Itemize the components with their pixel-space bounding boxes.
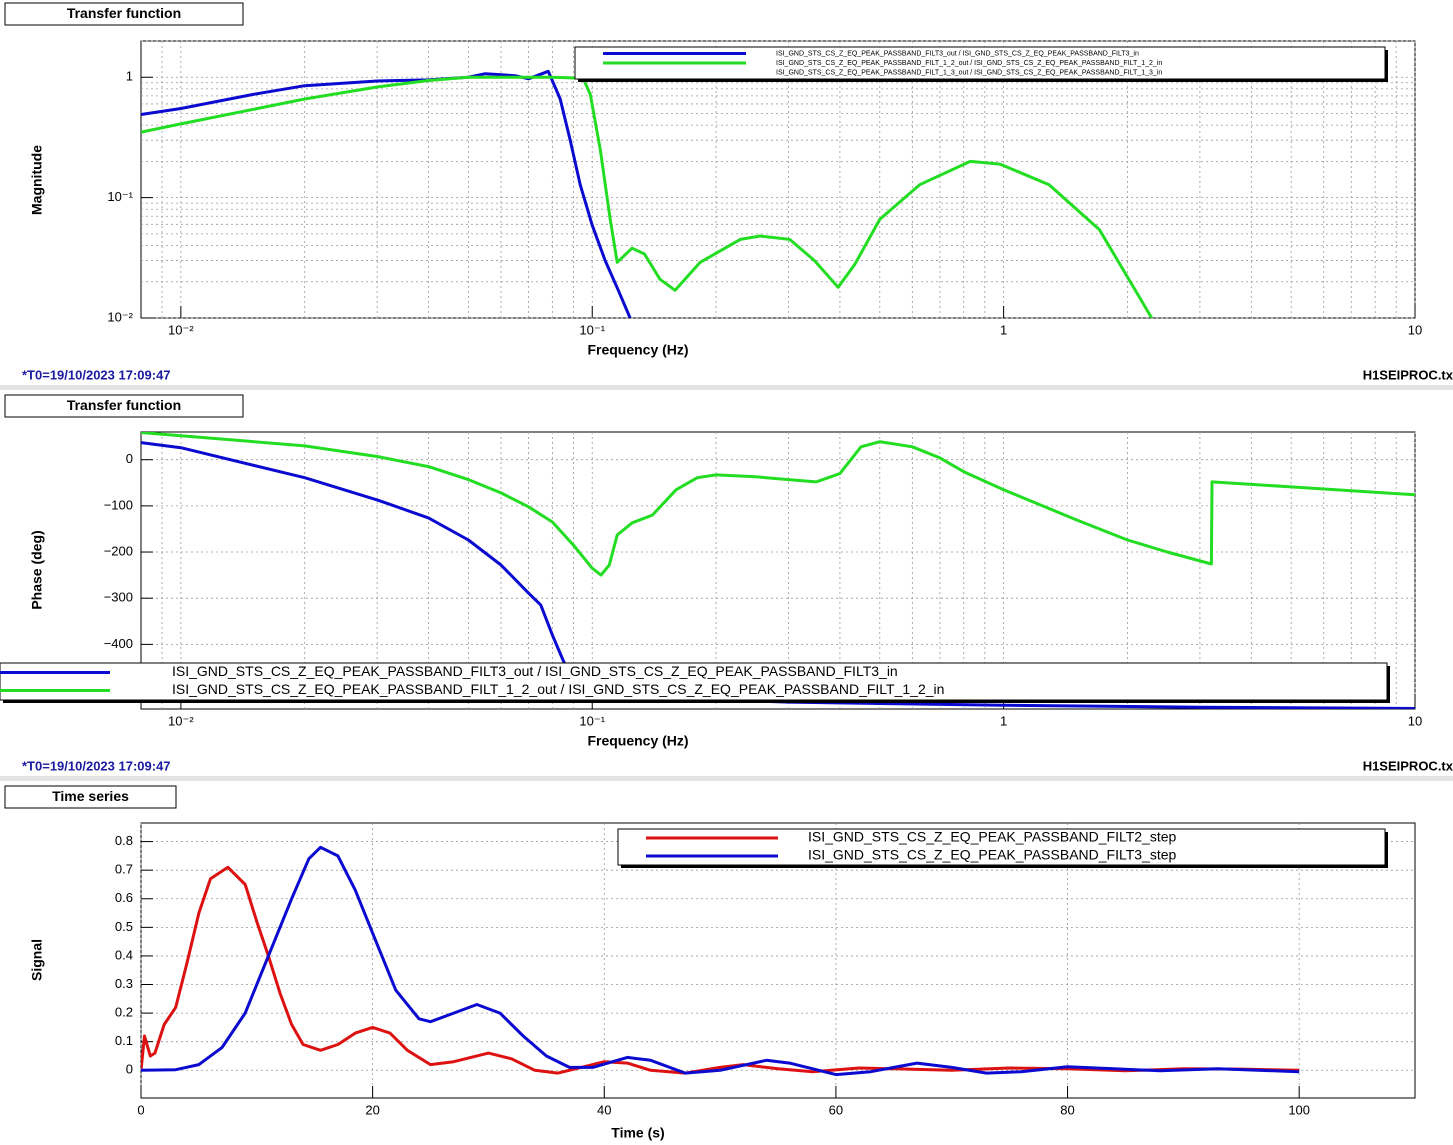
- y-tick-label: 0.6: [115, 890, 133, 905]
- series-line: [141, 865, 1300, 1075]
- x-axis-title: Frequency (Hz): [587, 342, 688, 358]
- x-tick-label: 100: [1288, 1102, 1310, 1117]
- x-axis-title: Time (s): [611, 1125, 664, 1141]
- series-line: [141, 432, 1415, 577]
- x-tick-label: 10⁻²: [168, 322, 194, 337]
- series-line: [141, 845, 1300, 1077]
- x-tick-label: 1: [1000, 322, 1007, 337]
- x-tick-label: 1: [1000, 713, 1007, 728]
- separator: [0, 385, 1453, 390]
- panel-header: Transfer function: [67, 5, 181, 21]
- legend-entry: ISI_GND_STS_CS_Z_EQ_PEAK_PASSBAND_FILT_1…: [776, 60, 1162, 67]
- x-tick-label: 10⁻²: [168, 713, 194, 728]
- legend-entry: ISI_GND_STS_CS_Z_EQ_PEAK_PASSBAND_FILT3_…: [172, 663, 898, 679]
- legend-entry: ISI_GND_STS_CS_Z_EQ_PEAK_PASSBAND_FILT3_…: [808, 847, 1177, 863]
- footer-time: *T0=19/10/2023 17:09:47: [22, 367, 171, 382]
- y-tick-label: 0.1: [115, 1033, 133, 1048]
- panel-header: Transfer function: [67, 397, 181, 413]
- y-tick-label: 0.5: [115, 919, 133, 934]
- y-tick-label: 0: [126, 451, 133, 466]
- x-tick-label: 40: [597, 1102, 611, 1117]
- x-tick-label: 20: [365, 1102, 379, 1117]
- y-tick-label: −100: [104, 497, 133, 512]
- panel-header: Time series: [52, 788, 129, 804]
- series-line: [141, 441, 1415, 709]
- x-tick-label: 0: [137, 1102, 144, 1117]
- legend-box: [0, 662, 1388, 701]
- y-tick-label: 0.8: [115, 833, 133, 848]
- legend-entry: ISI_GND_STS_CS_Z_EQ_PEAK_PASSBAND_FILT_1…: [776, 69, 1162, 76]
- x-tick-label: 10⁻¹: [579, 713, 605, 728]
- x-tick-label: 80: [1060, 1102, 1074, 1117]
- footer-file: H1SEIPROC.tx: [1363, 758, 1453, 773]
- y-tick-label: −200: [104, 543, 133, 558]
- footer-time: *T0=19/10/2023 17:09:47: [22, 758, 171, 773]
- legend-entry: ISI_GND_STS_CS_Z_EQ_PEAK_PASSBAND_FILT_1…: [172, 681, 944, 697]
- y-tick-label: 0.3: [115, 976, 133, 991]
- y-tick-label: 10⁻¹: [107, 189, 133, 204]
- series-line: [141, 75, 1153, 318]
- y-axis-title: Phase (deg): [29, 530, 45, 609]
- x-tick-label: 10: [1408, 713, 1422, 728]
- x-tick-label: 10: [1408, 322, 1422, 337]
- plot-area: [140, 40, 1416, 319]
- plot-area: [140, 822, 1416, 1099]
- y-tick-label: −300: [104, 590, 133, 605]
- legend-entry: ISI_GND_STS_CS_Z_EQ_PEAK_PASSBAND_FILT3_…: [776, 50, 1139, 57]
- x-tick-label: 60: [829, 1102, 843, 1117]
- y-axis-title: Magnitude: [29, 145, 45, 215]
- footer-file: H1SEIPROC.tx: [1363, 367, 1453, 382]
- y-tick-label: −400: [104, 636, 133, 651]
- panel-header-box: [4, 394, 244, 418]
- y-tick-label: 0.4: [115, 947, 133, 962]
- legend-entry: ISI_GND_STS_CS_Z_EQ_PEAK_PASSBAND_FILT2_…: [808, 829, 1177, 845]
- y-tick-label: 0.7: [115, 862, 133, 877]
- legend-box: [617, 828, 1386, 866]
- y-tick-label: 1: [126, 69, 133, 84]
- y-tick-label: 0.2: [115, 1005, 133, 1020]
- panel-header-box: [4, 785, 177, 809]
- x-axis-title: Frequency (Hz): [587, 733, 688, 749]
- x-tick-label: 10⁻¹: [579, 322, 605, 337]
- y-tick-label: 10⁻²: [107, 309, 133, 324]
- panel-header-box: [4, 2, 244, 26]
- separator: [0, 776, 1453, 781]
- y-tick-label: 0: [126, 1062, 133, 1077]
- y-axis-title: Signal: [29, 939, 45, 981]
